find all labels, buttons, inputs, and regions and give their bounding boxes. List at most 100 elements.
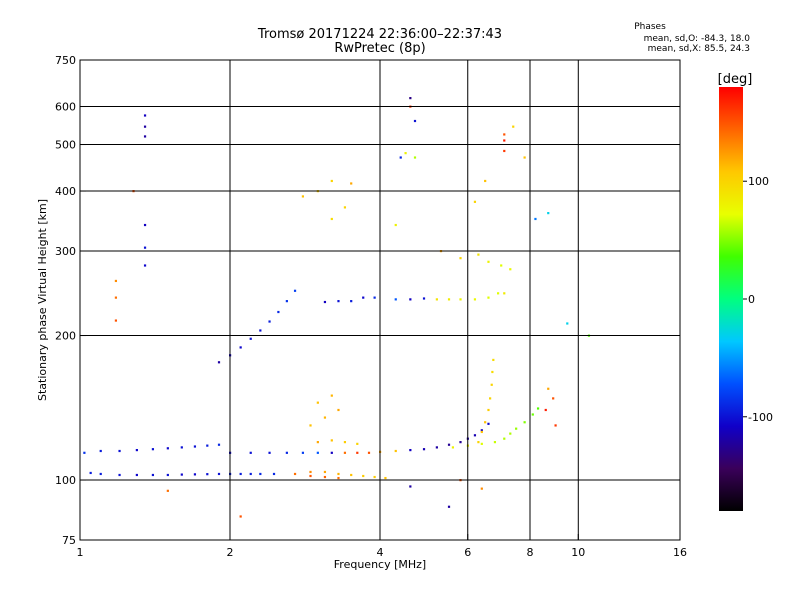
echo-point	[503, 139, 506, 142]
echo-point	[409, 97, 412, 100]
echo-point	[193, 445, 197, 448]
echo-point	[135, 473, 138, 477]
echo-point	[118, 473, 121, 477]
echo-point	[143, 223, 147, 227]
scatter-points	[83, 97, 591, 518]
echo-point	[309, 474, 312, 478]
echo-point	[404, 152, 407, 155]
echo-point	[487, 296, 490, 299]
echo-point	[384, 476, 387, 480]
x-tick-label: 1	[77, 546, 84, 559]
echo-point	[323, 470, 327, 474]
echo-point	[239, 472, 242, 476]
echo-point	[330, 217, 333, 221]
echo-point	[316, 441, 319, 444]
y-tick-label: 75	[62, 534, 76, 547]
echo-point	[151, 448, 155, 451]
echo-point	[83, 451, 86, 454]
x-axis-label: Frequency [MHz]	[334, 558, 426, 571]
echo-point	[503, 292, 506, 295]
x-tick-label: 16	[673, 546, 687, 559]
echo-point	[217, 472, 221, 476]
echo-point	[459, 257, 462, 260]
echo-point	[362, 296, 365, 299]
echo-point	[394, 298, 397, 301]
echo-point	[89, 471, 92, 475]
echo-point	[323, 300, 327, 304]
echo-point	[180, 473, 183, 476]
phase-stats-o: mean, sd,O: -84.3, 18.0	[643, 34, 750, 44]
echo-point	[477, 441, 480, 444]
echo-point	[166, 489, 169, 492]
echo-point	[547, 212, 550, 215]
echo-point	[143, 264, 147, 267]
echo-point	[515, 427, 518, 430]
echo-point	[459, 441, 462, 444]
echo-point	[566, 322, 569, 325]
echo-point	[118, 449, 121, 453]
echo-point	[531, 413, 534, 416]
echo-point	[330, 394, 333, 397]
echo-point	[503, 133, 506, 136]
x-tick-label: 4	[377, 546, 384, 559]
echo-point	[143, 125, 147, 128]
echo-point	[534, 217, 537, 221]
echo-point	[451, 446, 455, 449]
y-tick-label: 400	[55, 185, 76, 198]
echo-point	[373, 296, 376, 299]
echo-point	[503, 437, 506, 440]
x-tick-label: 8	[527, 546, 534, 559]
echo-point	[301, 195, 305, 198]
echo-point	[544, 408, 547, 412]
echo-point	[301, 451, 305, 454]
echo-point	[268, 451, 271, 454]
echo-point	[99, 449, 102, 453]
x-tick-label: 2	[227, 546, 234, 559]
chart-title-line1: Tromsø 20171224 22:36:00–22:37:43	[257, 27, 503, 42]
colorbar-tick-label: -100	[748, 411, 773, 424]
echo-point	[337, 408, 340, 412]
echo-point	[493, 441, 497, 444]
echo-point	[259, 329, 262, 332]
y-axis-label: Stationary phase Virtual Height [km]	[36, 199, 49, 401]
echo-point	[337, 300, 340, 303]
echo-point	[523, 421, 526, 424]
echo-point	[491, 370, 494, 374]
echo-point	[394, 449, 397, 453]
echo-point	[217, 361, 221, 364]
echo-point	[249, 472, 252, 476]
echo-point	[277, 310, 280, 314]
colorbar	[719, 87, 743, 511]
echo-point	[330, 451, 333, 454]
echo-point	[285, 451, 288, 454]
echo-point	[477, 253, 480, 256]
echo-point	[249, 451, 252, 454]
echo-point	[435, 298, 438, 301]
phases-heading: Phases	[634, 22, 666, 32]
echo-point	[373, 475, 376, 479]
echo-point	[343, 451, 347, 454]
echo-point	[413, 156, 417, 159]
echo-point	[99, 472, 102, 476]
echo-point	[239, 346, 242, 349]
echo-point	[316, 401, 319, 404]
echo-point	[480, 442, 483, 445]
y-tick-label: 600	[55, 101, 76, 114]
echo-point	[323, 475, 327, 479]
echo-point	[480, 430, 483, 434]
echo-point	[547, 387, 550, 390]
echo-point	[114, 279, 118, 283]
echo-point	[239, 515, 242, 518]
echo-point	[350, 182, 353, 185]
echo-point	[367, 451, 371, 454]
echo-point	[206, 444, 209, 447]
echo-point	[206, 473, 209, 476]
echo-point	[114, 319, 118, 322]
echo-point	[293, 289, 297, 292]
echo-point	[447, 505, 451, 508]
echo-point	[496, 292, 500, 295]
echo-point	[484, 421, 487, 424]
y-tick-label: 300	[55, 245, 76, 258]
echo-point	[268, 320, 271, 323]
echo-point	[422, 448, 426, 451]
